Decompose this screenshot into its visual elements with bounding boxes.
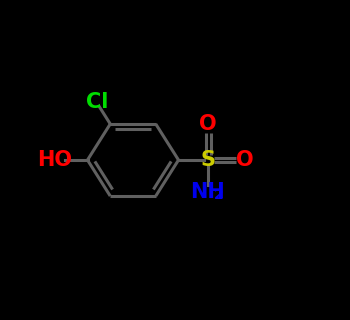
Text: 2: 2 xyxy=(214,188,224,202)
Text: HO: HO xyxy=(37,150,72,170)
Text: O: O xyxy=(199,114,217,134)
Text: O: O xyxy=(236,150,254,170)
Text: S: S xyxy=(201,150,216,170)
Text: Cl: Cl xyxy=(86,92,108,112)
Text: NH: NH xyxy=(190,182,225,202)
